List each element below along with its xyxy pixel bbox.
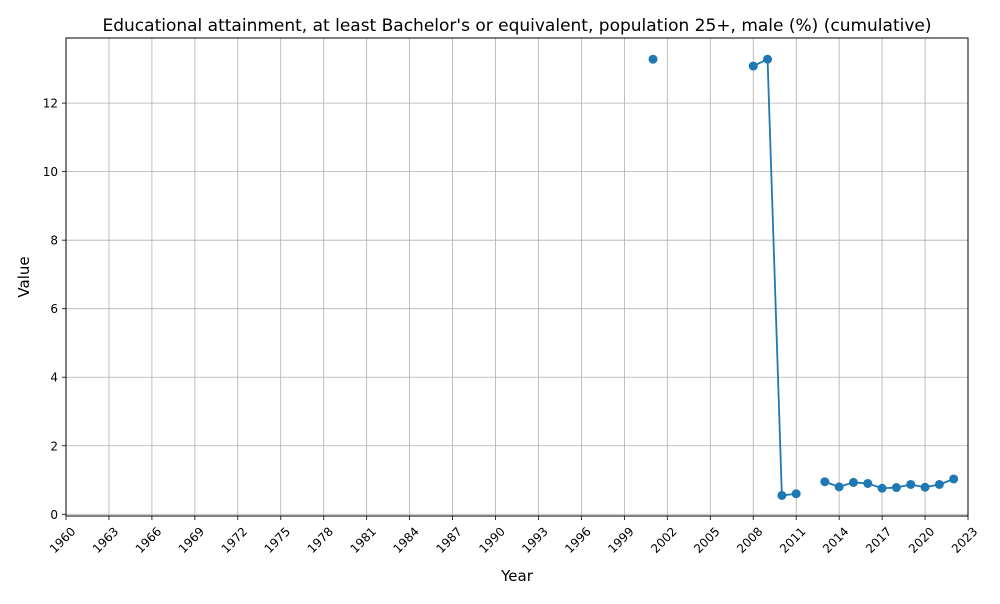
chart-title: Educational attainment, at least Bachelo… bbox=[103, 16, 932, 36]
data-point bbox=[949, 474, 959, 484]
data-point bbox=[748, 61, 758, 71]
data-point bbox=[763, 54, 773, 64]
y-tick-label: 12 bbox=[43, 97, 58, 111]
y-tick-label: 4 bbox=[50, 371, 58, 385]
y-tick-label: 6 bbox=[50, 302, 58, 316]
data-point bbox=[848, 477, 858, 487]
data-point bbox=[891, 483, 901, 493]
y-tick-label: 8 bbox=[50, 234, 58, 248]
plot-frame bbox=[65, 37, 969, 517]
y-tick-label: 0 bbox=[50, 508, 58, 522]
x-axis-label: Year bbox=[500, 567, 534, 585]
y-tick-label: 2 bbox=[50, 439, 58, 453]
data-point bbox=[920, 482, 930, 492]
data-point bbox=[863, 478, 873, 488]
data-point bbox=[820, 477, 830, 487]
grid bbox=[65, 38, 969, 516]
data-point bbox=[934, 479, 944, 489]
series-layer bbox=[648, 54, 959, 500]
series-line-segment bbox=[766, 58, 783, 497]
data-point bbox=[906, 479, 916, 489]
data-point bbox=[877, 483, 887, 493]
y-axis-label: Value bbox=[15, 256, 33, 297]
data-point bbox=[791, 489, 801, 499]
data-point bbox=[777, 490, 787, 500]
data-point bbox=[648, 54, 658, 64]
y-tick-label: 10 bbox=[43, 165, 58, 179]
data-point bbox=[834, 482, 844, 492]
